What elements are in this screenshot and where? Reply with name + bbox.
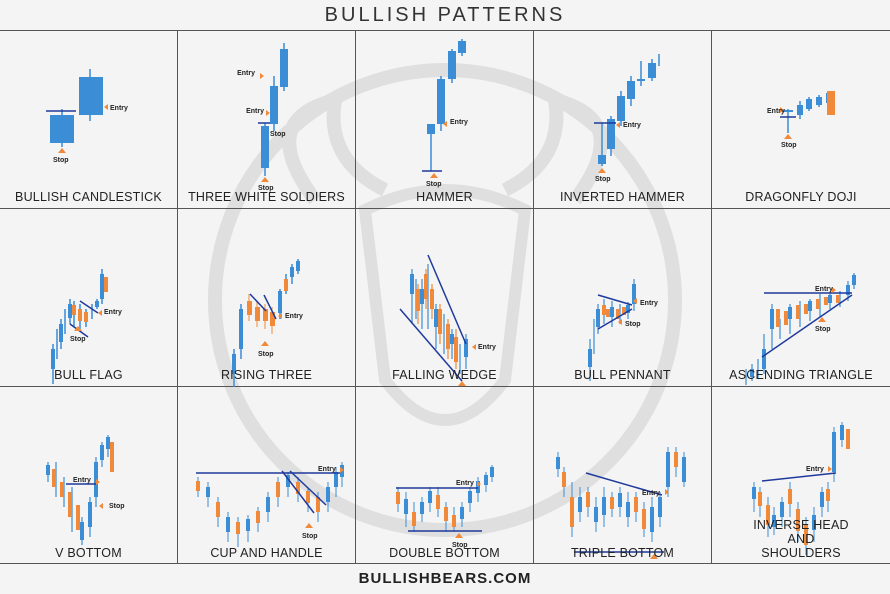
entry-marker: Entry — [456, 480, 474, 487]
stop-marker: Stop — [109, 503, 125, 510]
stop-marker: Stop — [815, 326, 831, 333]
entry-marker: Entry — [104, 309, 122, 316]
bull-pennant-chart: Entry Stop — [588, 279, 658, 381]
entry-marker: Entry — [642, 490, 660, 497]
pattern-cell-hammer: Entry Stop HAMMER — [356, 31, 534, 209]
entry-marker: Entry — [73, 477, 91, 484]
bull-watermark-icon — [208, 63, 682, 537]
patterns-grid: Entry Stop BULLISH CANDLESTICK Entry Ent… — [0, 30, 890, 564]
stop-marker-2: Stop — [258, 185, 274, 192]
stop-marker: Stop — [258, 351, 274, 358]
pattern-label: INVERSE HEAD AND SHOULDERS — [753, 518, 849, 560]
stop-marker: Stop — [70, 336, 86, 343]
pattern-label: INVERTED HAMMER — [559, 190, 685, 204]
pattern-cell-triple-bottom: Entry Stop TRIPLE BOTTOM — [534, 387, 712, 564]
pattern-label: THREE WHITE SOLDIERS — [188, 190, 345, 204]
pattern-label: BULLISH CANDLESTICK — [15, 190, 162, 204]
page-title: BULLISH PATTERNS — [324, 4, 566, 26]
entry-marker: Entry — [623, 122, 641, 129]
rising-three-chart: Entry Stop — [232, 259, 303, 387]
pattern-label: HAMMER — [416, 190, 473, 204]
hammer-chart: Entry Stop — [422, 39, 468, 188]
dragonfly-doji-chart: Entry Stop — [767, 91, 835, 149]
stop-marker: Stop — [781, 142, 797, 149]
pattern-cell-ascending-triangle: Entry Stop ASCENDING TRIANGLE — [712, 209, 890, 387]
ascending-triangle-chart: Entry Stop — [745, 273, 856, 385]
inverted-hammer-chart: Entry Stop — [594, 54, 660, 183]
entry-marker: Entry — [450, 119, 468, 126]
site-footer[interactable]: BULLISHBEARS.COM — [0, 563, 890, 594]
pattern-cell-dragonfly-doji: Entry Stop DRAGONFLY DOJI — [712, 31, 890, 209]
entry-marker: Entry — [767, 108, 785, 115]
entry-marker: Entry — [478, 344, 496, 351]
stop-marker: Stop — [595, 176, 611, 183]
pattern-label: DRAGONFLY DOJI — [745, 190, 857, 204]
v-bottom-chart: Entry Stop — [46, 435, 125, 545]
stop-marker: Stop — [270, 131, 286, 138]
pattern-label: DOUBLE BOTTOM — [389, 546, 500, 560]
pattern-cell-rising-three: Entry Stop RISING THREE — [178, 209, 356, 387]
pattern-cell-double-bottom: Entry Stop DOUBLE BOTTOM — [356, 387, 534, 564]
pattern-label: V BOTTOM — [55, 546, 122, 560]
triple-bottom-chart: Entry Stop — [556, 447, 686, 564]
entry-marker-2: Entry — [246, 108, 264, 115]
pattern-cell-bull-pennant: Entry Stop BULL PENNANT — [534, 209, 712, 387]
stop-marker: Stop — [302, 533, 318, 540]
stop-marker: Stop — [452, 542, 468, 549]
pattern-label: FALLING WEDGE — [392, 368, 497, 382]
stop-marker: Stop — [53, 157, 69, 164]
pattern-cell-three-white-soldiers: Entry Entry Stop Stop THREE WHITE SOLDIE… — [178, 31, 356, 209]
pattern-label: BULL FLAG — [54, 368, 123, 382]
pattern-cell-falling-wedge: Entry Stop FALLING WEDGE — [356, 209, 534, 387]
entry-marker: Entry — [640, 300, 658, 307]
pattern-label: RISING THREE — [220, 368, 313, 382]
pattern-label: BULL PENNANT — [574, 368, 671, 382]
pattern-cell-inverted-hammer: Entry Stop INVERTED HAMMER — [534, 31, 712, 209]
bull-flag-chart: Entry Stop — [51, 269, 122, 384]
three-white-soldiers-chart: Entry Entry Stop Stop — [237, 43, 288, 192]
pattern-cell-bullish-candlestick: Entry Stop BULLISH CANDLESTICK — [0, 31, 178, 209]
entry-marker: Entry — [806, 466, 824, 473]
falling-wedge-chart: Entry Stop — [399, 254, 496, 386]
pattern-cell-inverse-head-and-shoulders: Entry INVERSE HEAD AND SHOULDERS — [712, 387, 890, 564]
inverse-head-and-shoulders-chart: Entry — [752, 422, 850, 555]
pattern-label: CUP AND HANDLE — [210, 546, 323, 560]
pattern-cell-v-bottom: Entry Stop V BOTTOM — [0, 387, 178, 564]
pattern-label: ASCENDING TRIANGLE — [729, 368, 873, 382]
pattern-cell-bull-flag: Entry Stop BULL FLAG — [0, 209, 178, 387]
entry-marker: Entry — [285, 313, 303, 320]
bullish-candlestick-chart: Entry Stop — [46, 69, 128, 164]
pattern-label: TRIPLE BOTTOM — [570, 546, 675, 560]
pattern-cell-cup-and-handle: Entry Stop CUP AND HANDLE — [178, 387, 356, 564]
entry-marker: Entry — [237, 70, 255, 77]
cup-and-handle-chart: Entry Stop — [196, 462, 344, 547]
entry-marker: Entry — [110, 105, 128, 112]
double-bottom-chart: Entry Stop — [396, 465, 494, 549]
entry-marker: Entry — [318, 466, 336, 473]
stop-marker: Stop — [625, 321, 641, 328]
entry-marker: Entry — [815, 286, 833, 293]
stop-marker: Stop — [426, 181, 442, 188]
